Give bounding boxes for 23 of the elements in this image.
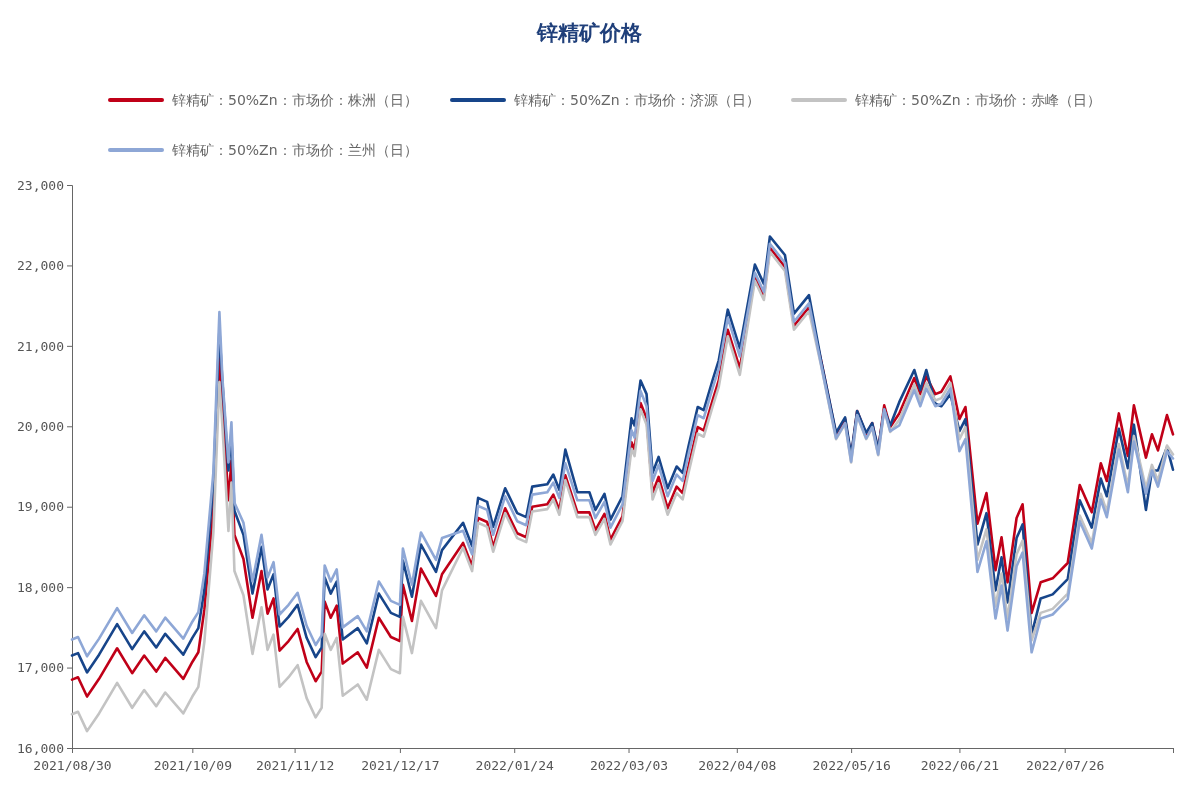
y-tick-label: 17,000: [17, 660, 64, 676]
y-tick-label: 22,000: [17, 258, 64, 274]
x-tick-label: 2021/08/30: [33, 758, 112, 774]
y-tick-label: 19,000: [17, 499, 64, 515]
legend-label: 锌精矿：50%Zn：市场价：兰州（日）: [171, 142, 418, 158]
legend-label: 锌精矿：50%Zn：市场价：济源（日）: [513, 92, 760, 108]
x-tick-label: 2022/01/24: [475, 758, 554, 774]
y-tick-label: 18,000: [17, 579, 64, 595]
x-tick-label: 2022/07/26: [1026, 758, 1105, 774]
x-tick-label: 2022/03/03: [589, 758, 669, 774]
x-tick-label: 2021/12/17: [361, 758, 440, 774]
y-tick-label: 20,000: [17, 418, 64, 434]
y-tick-label: 21,000: [17, 338, 64, 354]
x-tick-label: 2022/04/08: [698, 758, 777, 774]
y-tick-label: 23,000: [17, 177, 64, 193]
y-tick-label: 16,000: [17, 740, 64, 756]
x-tick-label: 2021/10/09: [153, 758, 232, 774]
legend-label: 锌精矿：50%Zn：市场价：赤峰（日）: [854, 92, 1101, 108]
x-tick-label: 2022/06/21: [920, 758, 1000, 774]
x-tick-label: 2022/05/16: [812, 758, 891, 774]
chart-title: 锌精矿价格: [536, 21, 643, 45]
x-tick-label: 2021/11/12: [255, 758, 335, 774]
legend-label: 锌精矿：50%Zn：市场价：株洲（日）: [171, 92, 418, 108]
